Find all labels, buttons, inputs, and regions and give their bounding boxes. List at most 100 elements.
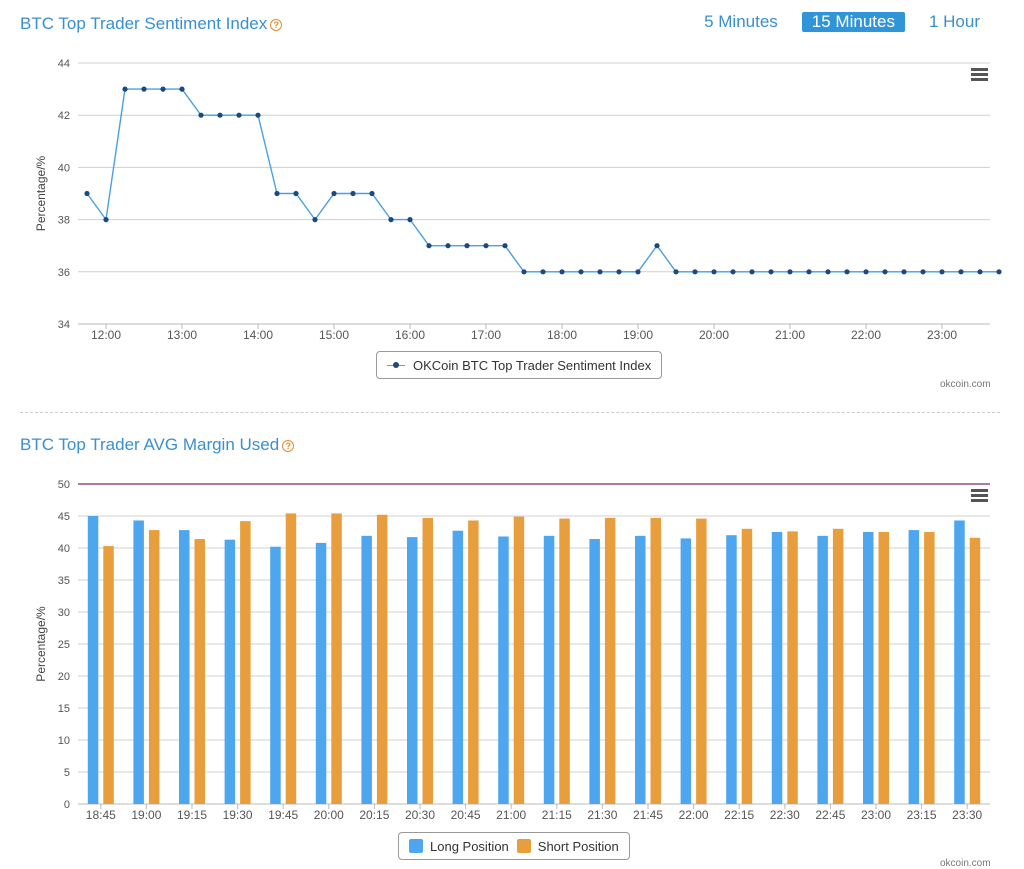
data-point — [198, 112, 204, 118]
y-axis-label: Percentage/% — [34, 606, 48, 682]
sentiment-title-text: BTC Top Trader Sentiment Index — [20, 14, 268, 33]
panel-divider — [20, 412, 1000, 413]
short-position-bar — [148, 530, 160, 804]
data-point — [521, 269, 527, 275]
x-tick-label: 19:30 — [223, 808, 253, 822]
y-tick-label: 0 — [64, 799, 70, 811]
help-circle-icon[interactable]: ? — [282, 439, 295, 452]
data-point — [160, 86, 166, 92]
x-tick-label: 23:00 — [861, 808, 891, 822]
y-tick-label: 25 — [58, 639, 70, 651]
data-point — [540, 269, 546, 275]
data-point — [882, 269, 888, 275]
data-point — [103, 217, 109, 223]
x-tick-label: 19:45 — [268, 808, 298, 822]
data-point — [312, 217, 318, 223]
y-tick-label: 45 — [58, 511, 70, 523]
short-position-bar — [376, 514, 388, 804]
data-point — [844, 269, 850, 275]
data-point — [730, 269, 736, 275]
short-position-bar — [832, 528, 844, 804]
legend-item-sentiment[interactable]: OKCoin BTC Top Trader Sentiment Index — [387, 358, 651, 373]
long-position-bar — [407, 537, 418, 804]
data-point — [559, 269, 565, 275]
data-point — [939, 269, 945, 275]
data-point — [711, 269, 717, 275]
data-point — [464, 243, 470, 249]
short-position-bar — [468, 520, 479, 804]
credit-okcoin-1[interactable]: okcoin.com — [940, 379, 991, 390]
long-position-bar — [635, 535, 646, 804]
legend-label-long: Long Position — [430, 838, 509, 854]
data-point — [84, 190, 90, 197]
data-point — [179, 86, 185, 92]
sentiment-line-chart: 34 36 38 40 42 44 12:00 13:00 14:00 15:00 16:00 17:… — [34, 58, 1002, 342]
data-point — [597, 269, 603, 275]
y-tick-label: 20 — [58, 671, 70, 683]
x-tick-label: 23:00 — [927, 328, 957, 342]
short-position-bar — [559, 518, 570, 804]
x-tick-label: 20:45 — [451, 808, 481, 822]
data-point — [768, 269, 774, 275]
data-point — [654, 243, 660, 249]
y-tick-label: 30 — [58, 607, 70, 619]
long-position-bar — [361, 535, 372, 804]
data-point — [483, 243, 489, 249]
x-tick-label: 22:00 — [851, 328, 881, 342]
data-point — [217, 112, 223, 118]
interval-1-hour[interactable]: 1 Hour — [928, 12, 980, 31]
data-point — [578, 269, 584, 275]
data-point — [274, 190, 280, 197]
chart-menu-icon[interactable] — [971, 489, 988, 502]
y-tick-label: 50 — [58, 479, 70, 491]
y-tick-label: 38 — [58, 215, 70, 227]
legend-label-sentiment: OKCoin BTC Top Trader Sentiment Index — [413, 357, 652, 373]
x-tick-label: 22:15 — [724, 808, 754, 822]
short-position-bar — [331, 513, 342, 804]
y-tick-label: 40 — [58, 543, 70, 555]
x-tick-label: 20:00 — [699, 328, 729, 342]
data-point — [255, 112, 261, 118]
short-swatch — [516, 839, 531, 853]
x-tick-label: 20:15 — [359, 808, 389, 822]
short-position-bar — [604, 517, 616, 804]
long-swatch — [409, 839, 423, 853]
data-point — [369, 190, 375, 197]
x-tick-label: 22:00 — [679, 808, 709, 822]
y-tick-label: 34 — [58, 319, 70, 331]
legend-item-short[interactable]: Short Position — [516, 839, 619, 854]
data-point — [977, 269, 983, 275]
data-point — [445, 243, 451, 249]
x-tick-label: 20:00 — [314, 808, 344, 822]
data-point — [122, 86, 128, 92]
y-tick-label: 5 — [64, 767, 70, 779]
help-circle-icon[interactable]: ? — [270, 18, 283, 31]
interval-15-minutes[interactable]: 15 Minutes — [801, 12, 905, 32]
interval-5-minutes[interactable]: 5 Minutes — [704, 12, 778, 31]
data-point — [806, 269, 812, 275]
data-point — [236, 112, 242, 118]
y-tick-label: 35 — [58, 575, 70, 587]
y-tick-label: 44 — [58, 58, 70, 70]
legend-item-long[interactable]: Long Position — [409, 839, 509, 854]
short-position-bar — [650, 517, 661, 804]
short-position-bar — [969, 537, 981, 804]
long-position-bar — [726, 535, 737, 804]
credit-okcoin-2[interactable]: okcoin.com — [940, 858, 991, 869]
data-point — [141, 86, 147, 92]
data-point — [293, 190, 299, 197]
data-point — [787, 269, 793, 275]
long-position-bar — [87, 516, 99, 804]
x-tick-label: 22:45 — [815, 808, 845, 822]
chart-menu-icon[interactable] — [971, 68, 988, 81]
long-position-bar — [771, 532, 783, 804]
long-position-bar — [908, 530, 920, 804]
long-position-bar — [270, 546, 281, 804]
data-point — [635, 269, 641, 275]
x-tick-label: 22:30 — [770, 808, 800, 822]
short-position-bar — [696, 518, 707, 804]
data-point — [673, 269, 679, 275]
sentiment-legend: OKCoin BTC Top Trader Sentiment Index — [376, 351, 663, 379]
sentiment-title: BTC Top Trader Sentiment Index? — [20, 14, 283, 34]
y-tick-label: 15 — [58, 703, 70, 715]
